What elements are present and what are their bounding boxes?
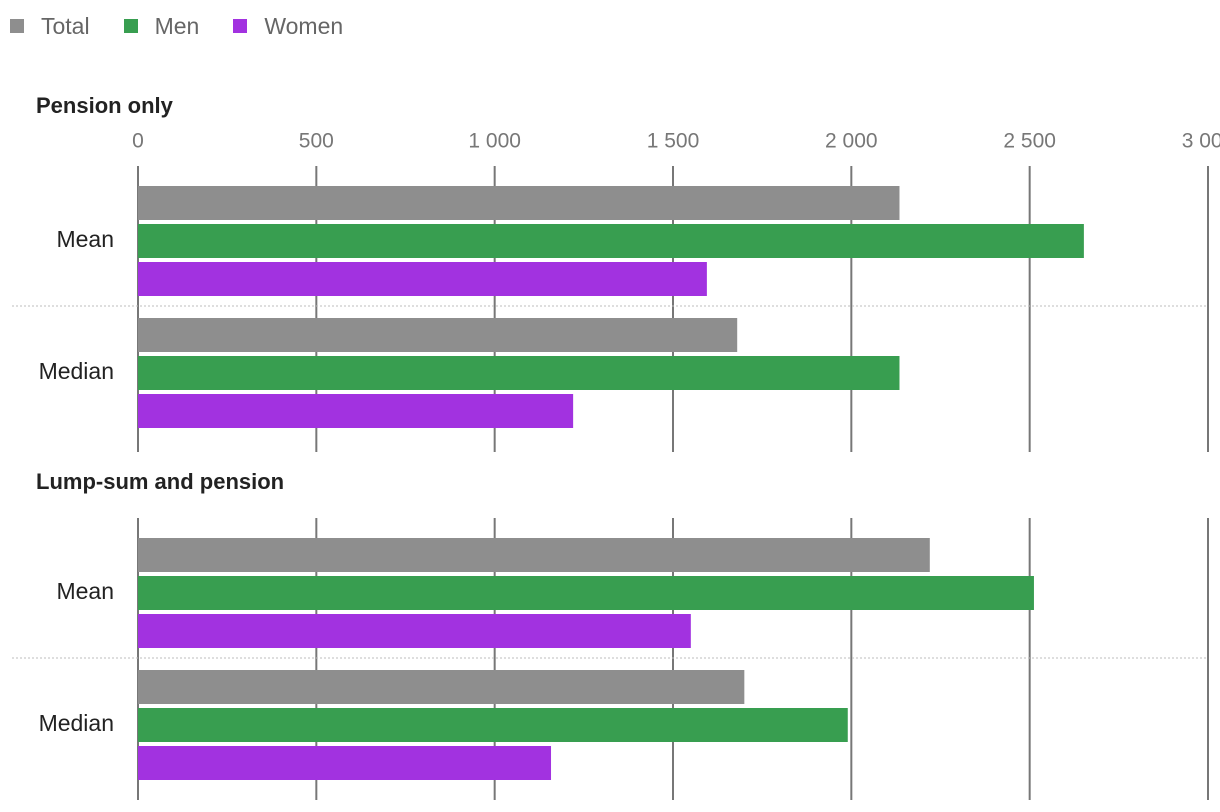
x-tick-label-1500: 1 500: [647, 130, 700, 153]
category-label-pension-only-mean: Mean: [56, 226, 114, 252]
bar-pension-only-median-women[interactable]: [138, 394, 574, 428]
legend-label-total: Total: [41, 12, 90, 39]
x-tick-label-1000: 1 000: [468, 130, 521, 153]
legend-swatch-men: [123, 19, 138, 33]
legend-item-men[interactable]: Men: [123, 12, 200, 40]
bar-lump-sum-and-pension-median-women[interactable]: [138, 746, 552, 780]
bar-pension-only-mean-women[interactable]: [138, 262, 707, 296]
legend-label-women: Women: [264, 12, 344, 39]
legend-item-women[interactable]: Women: [233, 13, 343, 40]
category-label-lump-sum-and-pension-median: Median: [39, 710, 114, 736]
legend-item-total[interactable]: Total: [10, 13, 90, 40]
panel-title-lump-sum-and-pension: Lump-sum and pension: [36, 469, 284, 494]
bar-pension-only-mean-men[interactable]: [138, 224, 1084, 258]
panel-title-pension-only: Pension only: [36, 93, 174, 118]
bar-lump-sum-and-pension-mean-men[interactable]: [138, 576, 1034, 610]
bar-pension-only-median-men[interactable]: [138, 356, 900, 390]
category-label-lump-sum-and-pension-mean: Mean: [56, 578, 114, 604]
x-tick-label-2500: 2 500: [1003, 130, 1056, 153]
legend-swatch-women: [233, 19, 248, 33]
x-tick-label-2000: 2 000: [825, 130, 878, 153]
x-tick-label-3000: 3 000: [1182, 130, 1220, 153]
bar-lump-sum-and-pension-mean-total[interactable]: [138, 538, 930, 572]
bar-lump-sum-and-pension-mean-women[interactable]: [138, 614, 691, 648]
x-tick-label-0: 0: [132, 130, 144, 153]
category-label-pension-only-median: Median: [39, 358, 114, 384]
legend-label-men: Men: [154, 12, 200, 39]
bar-pension-only-median-total[interactable]: [138, 318, 738, 352]
legend: Total Men Women: [10, 10, 377, 42]
legend-swatch-total: [10, 19, 24, 33]
bar-lump-sum-and-pension-median-total[interactable]: [138, 670, 745, 704]
bar-lump-sum-and-pension-median-men[interactable]: [138, 708, 848, 742]
x-tick-label-500: 500: [299, 130, 334, 153]
bar-pension-only-mean-total[interactable]: [138, 186, 900, 220]
